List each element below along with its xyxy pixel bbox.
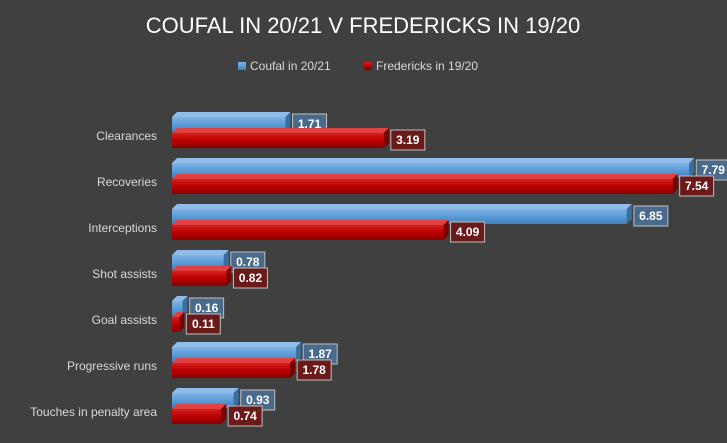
bar-fredericks [172, 128, 389, 148]
bar-top-face [172, 174, 678, 179]
bar-front-face [172, 225, 444, 240]
bar-top-face [172, 342, 302, 347]
bar-side-face [626, 204, 632, 224]
bar-side-face [296, 342, 302, 362]
data-label-box [390, 129, 426, 151]
bar-fredericks [172, 174, 678, 194]
bar-top-face [172, 204, 632, 209]
data-label-box [633, 205, 669, 227]
bar-top-face [172, 250, 229, 255]
bar-front-face [172, 317, 180, 332]
data-label: 6.85 [639, 209, 663, 223]
bar-side-face [221, 404, 227, 424]
data-label: 0.16 [195, 301, 219, 315]
bar-coufal [172, 296, 188, 316]
category-label: Shot assists [92, 267, 157, 281]
category-label: Interceptions [88, 221, 157, 235]
bar-side-face [290, 358, 296, 378]
data-label: 0.93 [246, 393, 270, 407]
legend-label-fredericks: Fredericks in 19/20 [376, 59, 478, 73]
legend-swatch-coufal [238, 62, 246, 70]
legend-swatch-fredericks [364, 62, 372, 70]
bar-front-face [172, 133, 384, 148]
bar-side-face [689, 158, 695, 178]
data-label: 3.19 [396, 133, 420, 147]
bar-top-face [172, 312, 185, 317]
data-label-box [185, 313, 221, 335]
data-label: 4.09 [456, 225, 480, 239]
bar-side-face [672, 174, 678, 194]
bar-side-face [233, 388, 239, 408]
category-label: Recoveries [97, 175, 157, 189]
data-label-box [232, 267, 268, 289]
bar-fredericks [172, 404, 227, 424]
bar-side-face [223, 250, 229, 270]
bar-side-face [182, 296, 188, 316]
bar-top-face [172, 358, 296, 363]
bar-side-face [285, 112, 291, 132]
data-label: 0.82 [239, 271, 263, 285]
bar-top-face [172, 296, 188, 301]
bar-front-face [172, 301, 183, 316]
bar-fredericks [172, 358, 296, 378]
data-label: 1.71 [298, 117, 322, 131]
category-label: Touches in penalty area [30, 405, 157, 419]
bar-side-face [443, 220, 449, 240]
category-label: Clearances [96, 129, 157, 143]
category-label: Progressive runs [67, 359, 157, 373]
bar-top-face [172, 112, 291, 117]
data-label: 1.87 [308, 347, 332, 361]
legend-label-coufal: Coufal in 20/21 [250, 59, 331, 73]
bar-fredericks [172, 312, 185, 332]
data-label-box [450, 221, 486, 243]
bar-top-face [172, 128, 389, 133]
data-label-box [227, 405, 263, 427]
bar-side-face [179, 312, 185, 332]
bar-front-face [172, 409, 222, 424]
plot-area: Clearances 1.71 3.19 Recoveries 7.79 7.54 Inte… [30, 112, 727, 427]
bar-front-face [172, 179, 673, 194]
data-label: 0.11 [192, 317, 215, 331]
legend: Coufal in 20/21 Fredericks in 19/20 [238, 59, 478, 73]
data-label-box [296, 359, 332, 381]
data-label: 1.78 [303, 363, 327, 377]
bar-top-face [172, 404, 227, 409]
category-label: Goal assists [92, 313, 157, 327]
data-label-box [679, 175, 715, 197]
chart-title: COUFAL IN 20/21 V FREDERICKS IN 19/20 [146, 13, 580, 38]
bar-fredericks [172, 266, 232, 286]
bar-front-face [172, 363, 291, 378]
data-label: 0.78 [236, 255, 260, 269]
bar-fredericks [172, 220, 449, 240]
bar-side-face [226, 266, 232, 286]
bar-side-face [383, 128, 389, 148]
bar-front-face [172, 271, 227, 286]
bar-top-face [172, 266, 232, 271]
bar-top-face [172, 388, 239, 393]
data-label: 7.79 [702, 163, 726, 177]
data-label: 7.54 [685, 179, 709, 193]
data-label: 0.74 [233, 409, 257, 423]
bar-top-face [172, 158, 695, 163]
bar-top-face [172, 220, 449, 225]
